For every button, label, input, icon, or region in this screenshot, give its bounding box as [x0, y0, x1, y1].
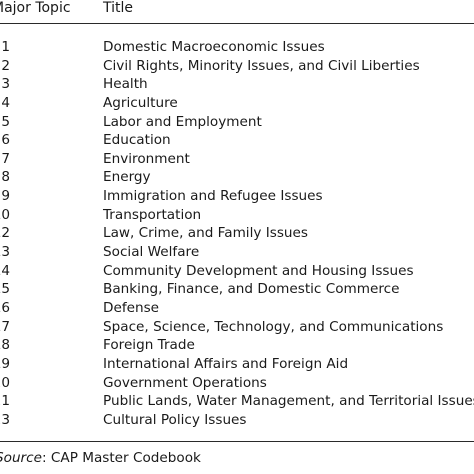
topic-number: 17 [0, 318, 10, 335]
topic-number: 23 [0, 411, 10, 428]
table-row: 9 Immigration and Refugee Issues [0, 187, 474, 206]
table-row: 4 Agriculture [0, 94, 474, 113]
topic-title: Environment [103, 150, 190, 167]
topic-title: Space, Science, Technology, and Communic… [103, 318, 444, 335]
source-text: : CAP Master Codebook [42, 450, 201, 466]
topic-number: 6 [1, 132, 10, 149]
topic-title: Labor and Employment [103, 113, 262, 130]
topic-number: 3 [1, 76, 10, 93]
table-row: 19 International Affairs and Foreign Aid [0, 355, 474, 374]
topic-number: 19 [0, 355, 10, 372]
topic-title: Law, Crime, and Family Issues [103, 225, 308, 242]
table-row: 13 Social Welfare [0, 243, 474, 262]
source-note: Source: CAP Master Codebook [0, 450, 201, 466]
topic-title: Social Welfare [103, 244, 200, 261]
topic-title: Agriculture [103, 94, 178, 111]
topic-title: Energy [103, 169, 151, 186]
topic-title: Public Lands, Water Management, and Terr… [103, 393, 474, 410]
table-row: 1 Domestic Macroeconomic Issues [0, 38, 474, 57]
topic-title: Domestic Macroeconomic Issues [103, 39, 325, 55]
topic-number: 13 [0, 244, 10, 261]
topic-number: 21 [0, 393, 10, 410]
table-header-title: Title [103, 0, 134, 16]
topic-title: Transportation [103, 206, 202, 223]
table-row: 18 Foreign Trade [0, 336, 474, 355]
topic-number: 2 [1, 57, 10, 74]
topic-title: International Affairs and Foreign Aid [103, 355, 349, 372]
table-row: 12 Law, Crime, and Family Issues [0, 224, 474, 243]
topic-title: Government Operations [103, 374, 267, 391]
topic-number: 7 [1, 150, 10, 167]
topic-title: Immigration and Refugee Issues [103, 188, 323, 205]
topic-number: 10 [0, 206, 10, 223]
topic-number: 20 [0, 374, 10, 391]
topic-number: 12 [0, 225, 10, 242]
table-row: 7 Environment [0, 150, 474, 169]
table-row: 5 Labor and Employment [0, 113, 474, 132]
topic-title: Defense [103, 299, 160, 316]
topic-number: 5 [1, 113, 10, 130]
topic-number: 18 [0, 337, 10, 354]
topic-title: Banking, Finance, and Domestic Commerce [103, 281, 400, 298]
table-header-major-topic: Major Topic [0, 0, 71, 16]
table-row: 6 Education [0, 131, 474, 150]
topic-title: Civil Rights, Minority Issues, and Civil… [103, 57, 420, 74]
header-rule [0, 23, 474, 24]
table-row: 20 Government Operations [0, 374, 474, 393]
topic-title: Community Development and Housing Issues [103, 262, 414, 279]
topic-title: Cultural Policy Issues [103, 411, 247, 428]
topic-number: 4 [1, 94, 10, 111]
footer-rule [0, 441, 474, 442]
topic-number: 1 [1, 39, 10, 55]
table-row: 8 Energy [0, 168, 474, 187]
table-row: 17 Space, Science, Technology, and Commun… [0, 318, 474, 337]
table-row: 2 Civil Rights, Minority Issues, and Civi… [0, 57, 474, 76]
topic-number: 8 [1, 169, 10, 186]
topic-number: 9 [1, 188, 10, 205]
topic-number: 16 [0, 299, 10, 316]
topic-title: Health [103, 76, 148, 93]
table-row: 16 Defense [0, 299, 474, 318]
table-row: 3 Health [0, 75, 474, 94]
source-label: Source [0, 450, 42, 466]
table-row: 10 Transportation [0, 206, 474, 225]
table-row: 23 Cultural Policy Issues [0, 411, 474, 430]
table-row: 14 Community Development and Housing Issu… [0, 262, 474, 281]
table-row: 15 Banking, Finance, and Domestic Commerc… [0, 280, 474, 299]
topic-table-body: 1 Domestic Macroeconomic Issues 2 Civil Rig… [0, 38, 474, 429]
topic-title: Foreign Trade [103, 337, 195, 354]
topic-title: Education [103, 132, 171, 149]
topic-number: 14 [0, 262, 10, 279]
topic-number: 15 [0, 281, 10, 298]
table-row: 21 Public Lands, Water Management, and Te… [0, 392, 474, 411]
